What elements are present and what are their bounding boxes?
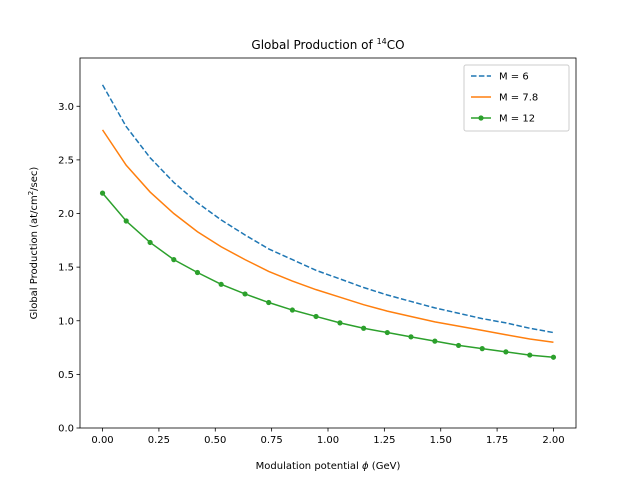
series-line-1 — [101, 84, 554, 334]
x-tick-label: 1.00 — [317, 435, 339, 446]
legend-label: M = 12 — [499, 114, 535, 125]
data-point — [171, 257, 177, 263]
y-tick-label: 2.0 — [58, 209, 74, 220]
x-tick-label: 0.25 — [148, 435, 170, 446]
ticks: 0.00 0.25 0.50 0.75 1.00 1.25 1.50 1.75 2.00 0.0 0… — [58, 102, 564, 446]
data-point — [218, 281, 224, 287]
data-point — [455, 342, 462, 349]
plot-area — [99, 84, 557, 360]
y-tick-label: 0.0 — [58, 424, 74, 435]
x-tick-label: 1.50 — [430, 435, 452, 446]
x-tick-label: 2.00 — [542, 435, 564, 446]
x-tick-label: 0.75 — [261, 435, 283, 446]
legend: M = 6 M = 7.8 M = 12 — [463, 64, 570, 132]
data-point — [408, 334, 414, 340]
legend-entry: M = 7.8 — [471, 93, 538, 104]
x-tick-label: 0.50 — [204, 435, 226, 446]
x-axis-label: Modulation potential ϕ (GeV) — [256, 461, 401, 472]
y-tick-label: 1.5 — [58, 263, 74, 274]
x-tick-label: 0.00 — [91, 435, 113, 446]
data-point — [361, 325, 367, 331]
chart-title: Global Production of 14CO — [251, 37, 404, 52]
y-tick-label: 2.5 — [58, 155, 74, 166]
data-point — [313, 313, 319, 320]
y-tick-label: 0.5 — [58, 370, 74, 381]
y-axis-label: Global Production (at/cm2/sec) — [27, 167, 40, 320]
data-point — [289, 307, 295, 313]
data-point — [384, 329, 390, 336]
legend-entry: M = 12 — [471, 114, 535, 125]
x-tick-label: 1.75 — [486, 435, 508, 446]
data-point — [147, 239, 153, 246]
data-point — [503, 349, 509, 355]
x-tick-label: 1.25 — [373, 435, 395, 446]
series-line-3 — [101, 192, 554, 358]
data-point — [337, 320, 343, 326]
legend-label: M = 7.8 — [499, 93, 538, 104]
data-point — [527, 352, 533, 358]
data-point — [242, 291, 248, 297]
data-point — [266, 299, 272, 306]
y-tick-label: 3.0 — [58, 102, 74, 113]
legend-entry: M = 6 — [471, 72, 529, 83]
legend-label: M = 6 — [499, 72, 529, 83]
data-point — [550, 354, 557, 360]
y-tick-label: 1.0 — [58, 316, 74, 327]
data-point — [99, 190, 106, 196]
data-point — [194, 269, 201, 276]
data-point — [123, 218, 129, 224]
legend-box — [463, 64, 570, 132]
series-line-2 — [101, 129, 554, 343]
data-point — [432, 338, 438, 344]
legend-marker — [478, 115, 484, 121]
data-point — [479, 346, 485, 352]
